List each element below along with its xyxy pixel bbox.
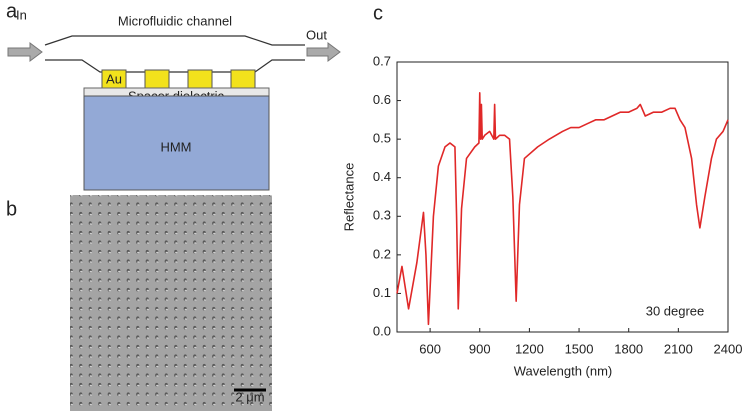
plot-frame	[396, 61, 729, 333]
y-tick-label: 0.0	[373, 323, 391, 338]
x-axis-label: Wavelength (nm)	[514, 363, 613, 378]
au-pad	[187, 69, 213, 89]
annotation: 30 degree	[646, 303, 705, 318]
scale-bar-label: 2 μm	[235, 389, 264, 404]
au-pad	[230, 69, 256, 89]
y-tick-label: 0.4	[373, 169, 391, 184]
inlet-arrow	[7, 42, 43, 62]
x-tick-label: 600	[419, 341, 441, 356]
hmm-block	[83, 95, 270, 191]
hmm-label: HMM	[160, 139, 191, 154]
x-tick-label: 900	[469, 341, 491, 356]
x-tick-label: 2100	[664, 341, 693, 356]
y-tick-label: 0.7	[373, 53, 391, 68]
x-tick-label: 1800	[614, 341, 643, 356]
x-tick-label: 2400	[714, 341, 743, 356]
channel-wall	[44, 35, 305, 46]
y-tick-label: 0.6	[373, 92, 391, 107]
panel-label: a	[6, 0, 18, 22]
y-tick-label: 0.1	[373, 285, 391, 300]
y-tick-label: 0.2	[373, 246, 391, 261]
outlet-label: Out	[306, 27, 327, 42]
au-pad	[144, 69, 170, 89]
inlet-label: In	[16, 7, 27, 22]
panel-label: c	[373, 2, 383, 24]
sem-image	[70, 195, 272, 411]
y-tick-label: 0.3	[373, 208, 391, 223]
channel-label: Microfluidic channel	[118, 13, 232, 28]
x-tick-label: 1500	[565, 341, 594, 356]
y-tick-label: 0.5	[373, 131, 391, 146]
au-label: Au	[106, 71, 122, 86]
panel-label: b	[6, 198, 17, 220]
channel-wall	[45, 59, 305, 73]
outlet-arrow	[306, 42, 341, 62]
y-axis-label: Reflectance	[341, 163, 356, 232]
x-tick-label: 1200	[515, 341, 544, 356]
data-line	[396, 92, 729, 326]
